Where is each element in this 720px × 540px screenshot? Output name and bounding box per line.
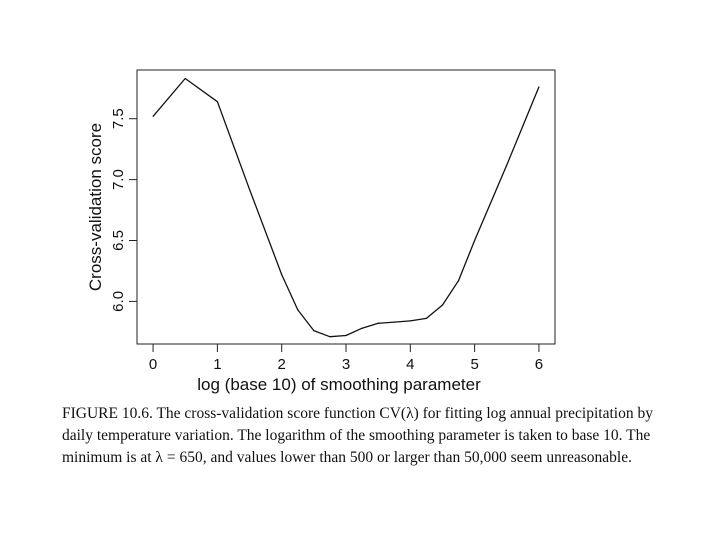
x-tick-label: 2	[278, 356, 286, 373]
data-point	[248, 188, 251, 190]
x-tick-label: 0	[149, 356, 157, 373]
data-point	[425, 317, 427, 319]
x-tick-label: 1	[213, 356, 221, 373]
y-tick-label: 7.0	[110, 169, 127, 190]
cv-score-line	[152, 77, 540, 338]
x-axis: 0 1 2 3 4 5 6	[149, 344, 543, 373]
figure-caption: FIGURE 10.6. The cross-validation score …	[62, 405, 653, 466]
x-tick-label: 6	[535, 356, 543, 373]
data-point	[313, 330, 315, 332]
y-tick-label: 6.5	[110, 230, 127, 251]
data-point	[409, 320, 411, 322]
y-tick-label: 6.0	[110, 291, 127, 312]
cv-score-chart: 0 1 2 3 4 5 6 6.0 6.5 7.0 7.5 log (base 10) of sm…	[86, 69, 556, 394]
data-point	[538, 86, 540, 88]
y-axis-label: Cross-validation score	[86, 123, 105, 291]
data-point	[184, 77, 186, 80]
data-point	[506, 164, 508, 166]
data-point	[393, 321, 395, 323]
plot-frame	[136, 69, 556, 345]
x-tick-label: 5	[470, 356, 478, 373]
data-point	[345, 334, 347, 337]
data-point	[441, 304, 444, 306]
data-point	[474, 239, 476, 242]
data-point	[377, 322, 379, 324]
data-point	[281, 274, 283, 276]
data-point	[297, 309, 299, 311]
data-point	[329, 336, 331, 338]
y-axis: 6.0 6.5 7.0 7.5	[110, 108, 137, 312]
data-point	[152, 115, 154, 117]
x-tick-label: 3	[342, 356, 350, 373]
x-axis-label: log (base 10) of smoothing parameter	[197, 375, 481, 394]
x-tick-label: 4	[406, 356, 414, 373]
data-point	[361, 327, 363, 329]
data-point	[216, 101, 218, 103]
cv-score-points	[152, 77, 540, 338]
y-tick-label: 7.5	[110, 108, 127, 129]
data-point	[457, 280, 460, 282]
